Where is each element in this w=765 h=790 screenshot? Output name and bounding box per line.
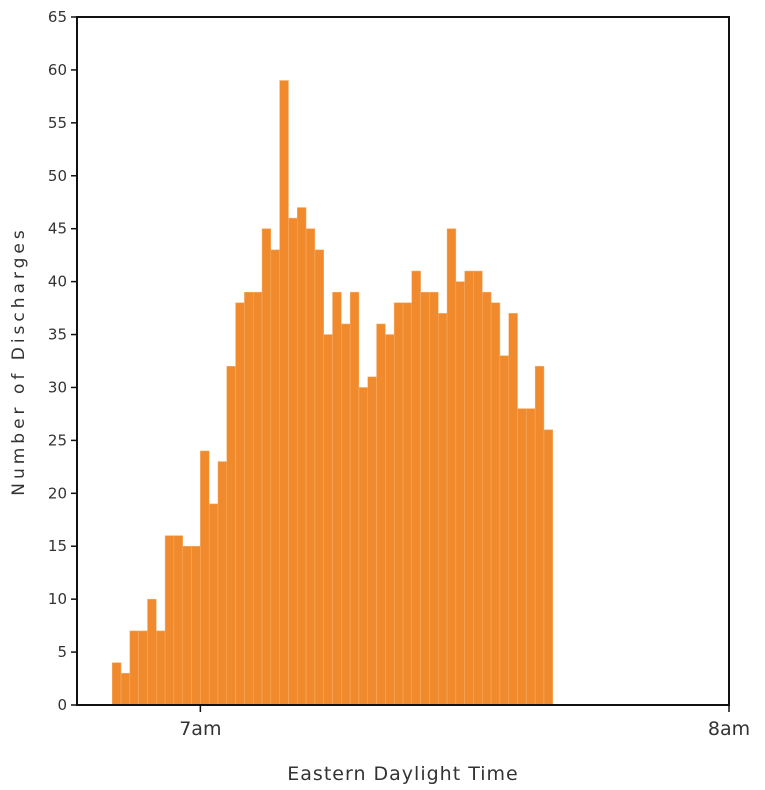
histogram-bar bbox=[437, 313, 448, 706]
histogram-bar bbox=[191, 545, 201, 706]
histogram-bar bbox=[173, 535, 183, 706]
histogram-bar bbox=[138, 630, 148, 706]
histogram-bar bbox=[385, 334, 395, 706]
histogram-bar bbox=[499, 355, 509, 706]
histogram-bar bbox=[129, 630, 139, 706]
y-axis-title: Number of Discharges bbox=[9, 226, 29, 496]
y-tick-label: 30 bbox=[48, 378, 67, 396]
y-tick-label: 5 bbox=[57, 643, 67, 661]
histogram-bar bbox=[376, 323, 386, 706]
histogram-bar bbox=[464, 270, 474, 706]
y-axis: 0 5 10 15 20 25 30 35 40 45 50 55 60 65 bbox=[48, 8, 77, 714]
x-tick-label: 7am bbox=[179, 718, 221, 740]
histogram-bar bbox=[270, 249, 280, 706]
histogram-bar bbox=[217, 461, 228, 706]
histogram-bar bbox=[411, 270, 421, 706]
histogram-bar bbox=[543, 429, 554, 706]
histogram-bar bbox=[297, 207, 307, 706]
y-tick-label: 20 bbox=[48, 484, 67, 502]
y-tick-label: 15 bbox=[48, 537, 67, 555]
histogram-bar bbox=[288, 217, 298, 706]
y-tick-label: 60 bbox=[48, 61, 67, 79]
histogram-bar bbox=[164, 535, 175, 706]
histogram-bar bbox=[147, 598, 157, 706]
histogram-bar bbox=[235, 302, 245, 706]
x-axis-title: Eastern Daylight Time bbox=[287, 763, 518, 785]
y-tick-label: 50 bbox=[48, 167, 67, 185]
histogram-bar bbox=[349, 291, 360, 706]
histogram-bar bbox=[402, 302, 413, 706]
histogram-bar bbox=[482, 291, 492, 706]
histogram-bar bbox=[455, 281, 465, 706]
bars-group bbox=[111, 80, 554, 706]
histogram-bar bbox=[420, 291, 430, 706]
histogram-bar bbox=[508, 313, 518, 706]
histogram-bar bbox=[429, 291, 439, 706]
histogram-bar bbox=[305, 228, 316, 706]
histogram-bar bbox=[200, 450, 210, 706]
histogram-bar bbox=[252, 291, 263, 706]
histogram-bar bbox=[111, 662, 122, 706]
histogram-bar bbox=[332, 291, 342, 706]
histogram-bar bbox=[446, 228, 457, 706]
x-tick-label: 8am bbox=[708, 718, 750, 740]
y-tick-label: 40 bbox=[48, 273, 67, 291]
histogram-bar bbox=[367, 376, 377, 706]
histogram-bar bbox=[341, 323, 351, 706]
histogram-bar bbox=[244, 291, 254, 706]
y-tick-label: 10 bbox=[48, 590, 67, 608]
y-tick-label: 55 bbox=[48, 114, 67, 132]
histogram-bar bbox=[490, 302, 501, 706]
histogram-bar bbox=[314, 249, 324, 706]
histogram-bar bbox=[208, 503, 219, 706]
histogram-bar bbox=[323, 334, 333, 706]
histogram-bar bbox=[517, 408, 527, 706]
y-tick-label: 65 bbox=[48, 8, 67, 26]
y-tick-label: 35 bbox=[48, 326, 67, 344]
histogram-bar bbox=[534, 366, 545, 706]
x-axis: 7am 8am bbox=[179, 705, 750, 740]
histogram-bar bbox=[156, 630, 166, 706]
histogram-bar bbox=[473, 270, 483, 706]
histogram-bar bbox=[358, 387, 369, 706]
y-tick-label: 0 bbox=[57, 696, 67, 714]
histogram-bar bbox=[393, 302, 404, 706]
y-tick-label: 25 bbox=[48, 431, 67, 449]
histogram-bar bbox=[226, 366, 236, 706]
y-tick-label: 45 bbox=[48, 220, 67, 238]
histogram-bar bbox=[526, 408, 536, 706]
histogram-bar bbox=[261, 228, 272, 706]
histogram-bar bbox=[279, 80, 289, 706]
plot-frame bbox=[76, 16, 730, 706]
histogram-bar bbox=[182, 545, 192, 706]
histogram-bar bbox=[120, 672, 131, 706]
